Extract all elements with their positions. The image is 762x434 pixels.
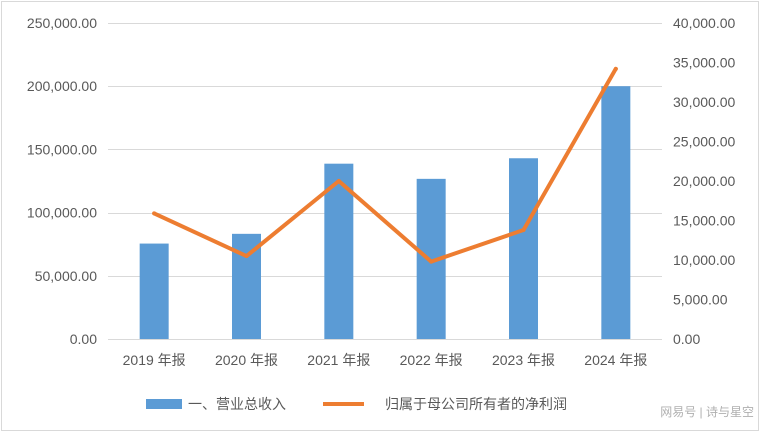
legend-swatch-revenue	[146, 399, 182, 409]
watermark: 网易号 | 诗与星空	[660, 405, 754, 419]
x-tick-label: 2021 年报	[307, 352, 370, 368]
bar	[139, 243, 169, 339]
y-right-tick-label: 20,000.00	[673, 173, 735, 189]
legend-label-revenue: 一、营业总收入	[188, 396, 286, 412]
y-right-tick-label: 15,000.00	[673, 213, 735, 229]
x-axis: 2019 年报 2020 年报 2021 年报 2022 年报 2023 年报 2024 …	[123, 352, 648, 368]
y-right-tick-label: 25,000.00	[673, 134, 735, 150]
y-right-tick-label: 10,000.00	[673, 252, 735, 268]
line-point	[613, 66, 618, 71]
y-axis-right: 0.00 5,000.00 10,000.00 15,000.00 20,000.00 2…	[673, 15, 735, 347]
x-tick-label: 2019 年报	[123, 352, 186, 368]
y-left-tick-label: 150,000.00	[27, 141, 97, 157]
bar-series-revenue	[139, 86, 631, 339]
x-tick-label: 2024 年报	[584, 352, 647, 368]
y-right-tick-label: 35,000.00	[673, 55, 735, 71]
gridlines	[108, 23, 662, 340]
line-point	[336, 179, 341, 183]
bar	[324, 163, 354, 339]
line-series-net-profit	[152, 66, 618, 264]
line-point	[429, 259, 434, 264]
y-left-tick-label: 100,000.00	[27, 205, 97, 221]
y-left-tick-label: 200,000.00	[27, 78, 97, 94]
bar	[601, 86, 631, 339]
legend-label-net-profit: 归属于母公司所有者的净利润	[385, 396, 567, 412]
y-left-tick-label: 250,000.00	[27, 15, 97, 31]
legend: 一、营业总收入 归属于母公司所有者的净利润	[146, 396, 567, 412]
x-tick-label: 2022 年报	[400, 352, 463, 368]
y-right-tick-label: 0.00	[673, 331, 700, 347]
line-point	[521, 227, 526, 232]
bar	[509, 158, 538, 339]
line-point	[244, 254, 249, 259]
y-right-tick-label: 5,000.00	[673, 292, 728, 308]
line-point	[152, 211, 157, 216]
y-right-tick-label: 30,000.00	[673, 94, 735, 110]
x-tick-label: 2020 年报	[215, 352, 278, 368]
y-left-tick-label: 50,000.00	[35, 268, 97, 284]
x-tick-label: 2023 年报	[492, 352, 555, 368]
y-right-tick-label: 40,000.00	[673, 15, 735, 31]
y-left-tick-label: 0.00	[70, 331, 97, 347]
net-profit-line	[152, 66, 618, 264]
y-axis-left: 0.00 50,000.00 100,000.00 150,000.00 200,000…	[27, 15, 97, 347]
